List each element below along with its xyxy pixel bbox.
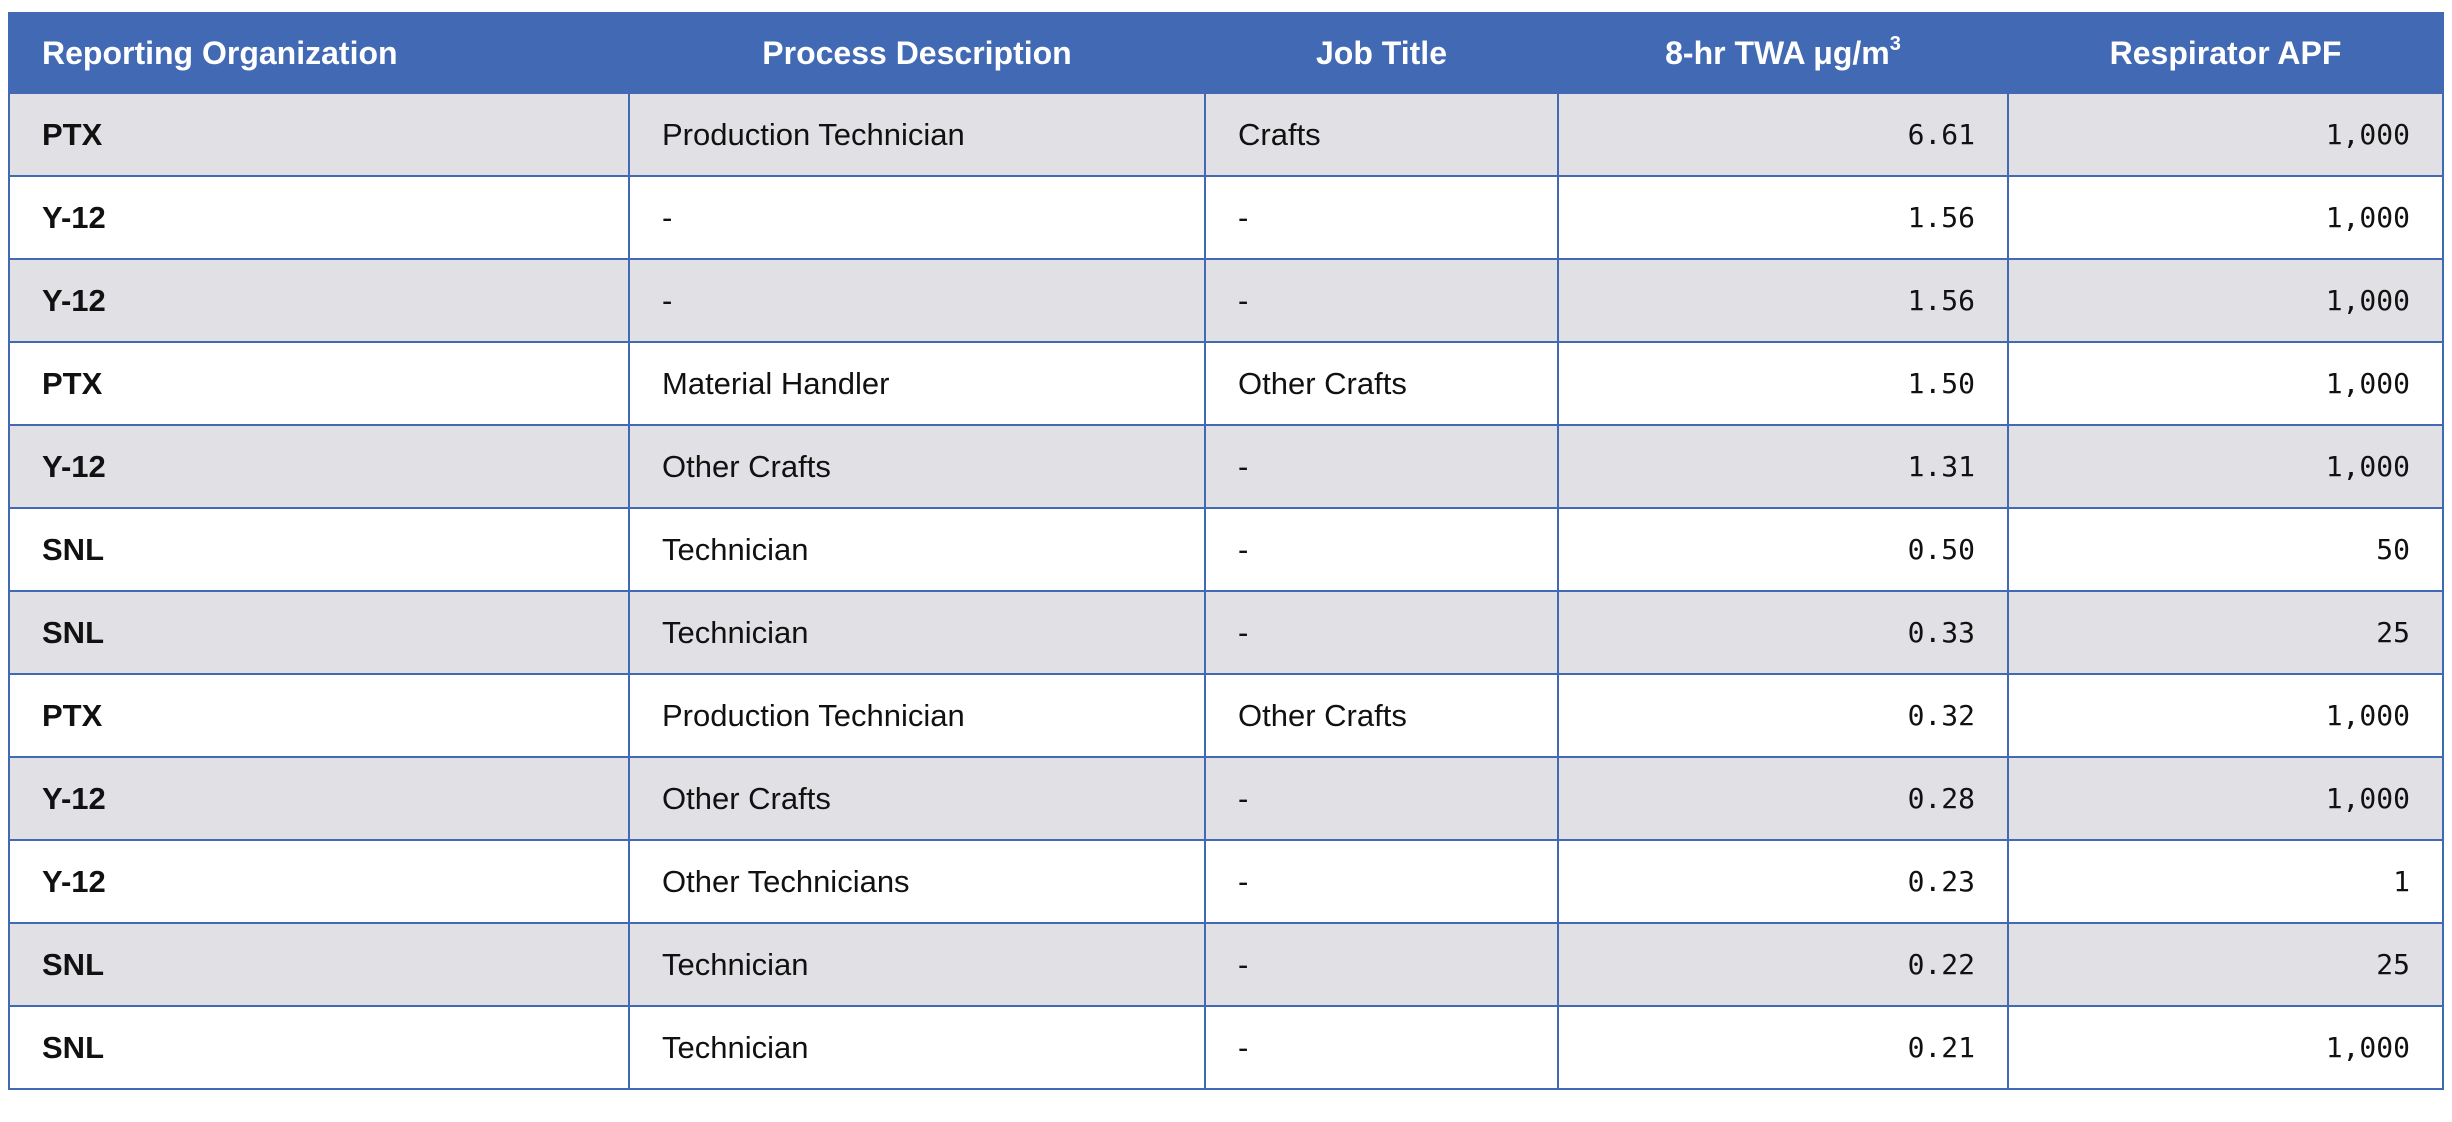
- cell-respirator-apf: 1,000: [2007, 673, 2444, 758]
- cell-twa: 0.33: [1557, 590, 2009, 675]
- cell-twa: 6.61: [1557, 92, 2009, 177]
- cell-twa: 0.50: [1557, 507, 2009, 592]
- cell-job-title: -: [1204, 507, 1559, 592]
- cell-twa: 1.50: [1557, 341, 2009, 426]
- cell-job-title: Other Crafts: [1204, 341, 1559, 426]
- cell-respirator-apf: 50: [2007, 507, 2444, 592]
- table-row: SNL Technician -0.22 25: [8, 922, 2444, 1007]
- cell-job-title: -: [1204, 590, 1559, 675]
- cell-reporting-organization: PTX: [8, 92, 630, 177]
- cell-twa: 1.31: [1557, 424, 2009, 509]
- table-row: PTX Material Handler Other Crafts 1.50 1,000: [8, 341, 2444, 426]
- cell-reporting-organization: PTX: [8, 673, 630, 758]
- cell-twa: 0.32: [1557, 673, 2009, 758]
- cell-respirator-apf: 1,000: [2007, 341, 2444, 426]
- cell-reporting-organization: SNL: [8, 1005, 630, 1090]
- cell-twa: 0.22: [1557, 922, 2009, 1007]
- cell-reporting-organization: SNL: [8, 922, 630, 1007]
- cell-process-description: Technician: [628, 507, 1206, 592]
- cell-job-title: -: [1204, 1005, 1559, 1090]
- cell-process-description: Material Handler: [628, 341, 1206, 426]
- header-job-title: Job Title: [1204, 12, 1559, 94]
- exposure-table: Reporting Organization Process Descripti…: [8, 12, 2444, 1090]
- cell-job-title: Crafts: [1204, 92, 1559, 177]
- cell-job-title: -: [1204, 756, 1559, 841]
- table-row: SNL Technician -0.21 1,000: [8, 1005, 2444, 1090]
- cell-reporting-organization: Y-12: [8, 424, 630, 509]
- cell-twa: 0.28: [1557, 756, 2009, 841]
- cell-respirator-apf: 25: [2007, 922, 2444, 1007]
- table-row: PTX Production Technician Other Crafts 0.32…: [8, 673, 2444, 758]
- cell-process-description: Production Technician: [628, 673, 1206, 758]
- header-twa: 8-hr TWA μg/m3: [1557, 12, 2009, 94]
- cell-job-title: -: [1204, 424, 1559, 509]
- cell-process-description: Technician: [628, 1005, 1206, 1090]
- cell-reporting-organization: Y-12: [8, 175, 630, 260]
- cell-reporting-organization: Y-12: [8, 258, 630, 343]
- cell-respirator-apf: 1,000: [2007, 258, 2444, 343]
- cell-job-title: -: [1204, 175, 1559, 260]
- cell-job-title: -: [1204, 258, 1559, 343]
- cell-reporting-organization: SNL: [8, 507, 630, 592]
- header-reporting-organization: Reporting Organization: [8, 12, 630, 94]
- table-row: Y-12 Other Technicians -0.23 1: [8, 839, 2444, 924]
- cell-job-title: Other Crafts: [1204, 673, 1559, 758]
- cell-twa: 0.23: [1557, 839, 2009, 924]
- cell-job-title: -: [1204, 922, 1559, 1007]
- cell-process-description: Technician: [628, 590, 1206, 675]
- table-row: PTX Production Technician Crafts 6.61 1,000: [8, 92, 2444, 177]
- cell-respirator-apf: 1,000: [2007, 1005, 2444, 1090]
- table-row: Y-12- -1.56 1,000: [8, 258, 2444, 343]
- cell-reporting-organization: SNL: [8, 590, 630, 675]
- cell-reporting-organization: Y-12: [8, 839, 630, 924]
- header-twa-superscript: 3: [1889, 32, 1901, 55]
- cell-respirator-apf: 1,000: [2007, 756, 2444, 841]
- cell-respirator-apf: 1,000: [2007, 175, 2444, 260]
- cell-process-description: Other Crafts: [628, 424, 1206, 509]
- table-row: SNL Technician -0.33 25: [8, 590, 2444, 675]
- cell-process-description: Production Technician: [628, 92, 1206, 177]
- cell-reporting-organization: PTX: [8, 341, 630, 426]
- table-row: Y-12- -1.56 1,000: [8, 175, 2444, 260]
- cell-reporting-organization: Y-12: [8, 756, 630, 841]
- cell-process-description: Other Technicians: [628, 839, 1206, 924]
- header-process-description: Process Description: [628, 12, 1206, 94]
- cell-twa: 0.21: [1557, 1005, 2009, 1090]
- cell-job-title: -: [1204, 839, 1559, 924]
- table-row: Y-12 Other Crafts -0.28 1,000: [8, 756, 2444, 841]
- cell-respirator-apf: 1,000: [2007, 424, 2444, 509]
- exposure-table-container: Reporting Organization Process Descripti…: [8, 12, 2444, 1090]
- cell-process-description: -: [628, 175, 1206, 260]
- cell-respirator-apf: 25: [2007, 590, 2444, 675]
- cell-process-description: -: [628, 258, 1206, 343]
- table-header: Reporting Organization Process Descripti…: [8, 12, 2444, 94]
- table-body: PTX Production Technician Crafts 6.61 1,000 Y…: [8, 92, 2444, 1090]
- cell-twa: 1.56: [1557, 258, 2009, 343]
- table-row: Y-12 Other Crafts -1.31 1,000: [8, 424, 2444, 509]
- header-twa-label: 8-hr TWA μg/m: [1665, 34, 1890, 71]
- cell-respirator-apf: 1: [2007, 839, 2444, 924]
- cell-process-description: Technician: [628, 922, 1206, 1007]
- cell-process-description: Other Crafts: [628, 756, 1206, 841]
- cell-twa: 1.56: [1557, 175, 2009, 260]
- header-respirator-apf: Respirator APF: [2007, 12, 2444, 94]
- header-row: Reporting Organization Process Descripti…: [8, 12, 2444, 94]
- table-row: SNL Technician -0.50 50: [8, 507, 2444, 592]
- cell-respirator-apf: 1,000: [2007, 92, 2444, 177]
